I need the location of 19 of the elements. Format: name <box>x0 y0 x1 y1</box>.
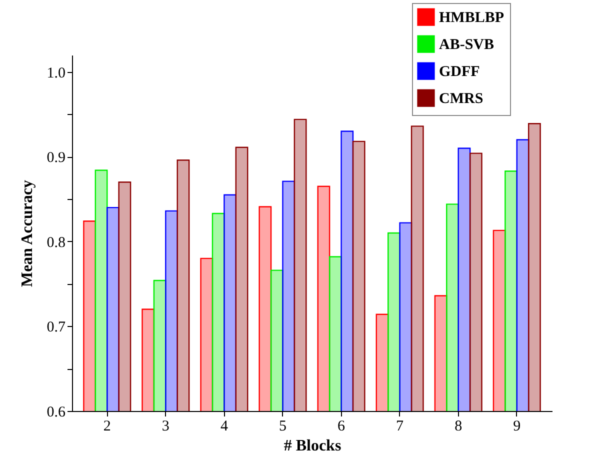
y-axis-title: Mean Accuracy <box>18 180 36 288</box>
y-tick-label: 0.9 <box>46 150 66 166</box>
x-tick-label: 6 <box>338 418 346 434</box>
x-tick-label: 7 <box>396 418 404 434</box>
x-axis-title: # Blocks <box>284 438 342 454</box>
legend-label: CMRS <box>439 91 484 107</box>
legend-label: HMBLBP <box>439 10 504 26</box>
x-tick-label: 9 <box>513 418 521 434</box>
x-tick-label: 5 <box>278 418 286 434</box>
x-tick-label: 2 <box>103 418 111 434</box>
y-tick-label: 0.8 <box>46 234 66 251</box>
x-tick-label: 4 <box>220 418 228 434</box>
legend-label: AB-SVB <box>439 37 494 53</box>
legend-label: GDFF <box>439 64 480 80</box>
x-tick-label: 8 <box>454 418 462 434</box>
x-tick-label: 3 <box>162 418 170 434</box>
y-tick-label: 0.6 <box>46 404 66 420</box>
y-tick-label: 0.7 <box>46 320 66 336</box>
y-tick-label: 1.0 <box>46 65 66 82</box>
